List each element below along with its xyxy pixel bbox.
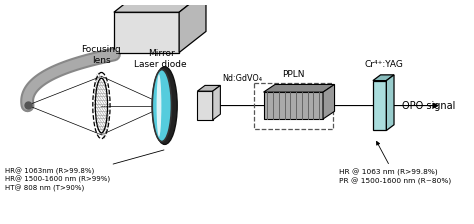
Polygon shape: [373, 75, 394, 81]
Text: OPO signal: OPO signal: [401, 101, 455, 111]
Text: HR @ 1063 nm (R>99.8%)
PR @ 1500-1600 nm (R~80%): HR @ 1063 nm (R>99.8%) PR @ 1500-1600 nm…: [339, 141, 452, 185]
Polygon shape: [264, 84, 335, 92]
Text: Nd:GdVO₄: Nd:GdVO₄: [222, 75, 262, 84]
Text: Laser diode: Laser diode: [134, 60, 186, 69]
Ellipse shape: [93, 74, 109, 137]
Bar: [254, 82, 333, 129]
Polygon shape: [386, 75, 394, 131]
Polygon shape: [197, 85, 220, 91]
Text: Focusing
lens: Focusing lens: [82, 45, 121, 65]
Polygon shape: [213, 85, 220, 120]
Text: Mirror: Mirror: [148, 49, 175, 58]
Ellipse shape: [152, 70, 172, 142]
Text: PPLN: PPLN: [282, 70, 304, 79]
Polygon shape: [114, 12, 179, 52]
Polygon shape: [323, 84, 335, 119]
Polygon shape: [179, 0, 206, 52]
Polygon shape: [264, 92, 323, 119]
Ellipse shape: [152, 67, 177, 144]
Text: HR@ 1063nm (R>99.8%)
HR@ 1500-1600 nm (R>99%)
HT@ 808 nm (T>90%): HR@ 1063nm (R>99.8%) HR@ 1500-1600 nm (R…: [5, 150, 164, 192]
Polygon shape: [197, 91, 213, 120]
Polygon shape: [114, 0, 206, 12]
Ellipse shape: [156, 74, 161, 137]
Text: Cr⁴⁺:YAG: Cr⁴⁺:YAG: [364, 60, 403, 69]
Polygon shape: [373, 81, 386, 131]
